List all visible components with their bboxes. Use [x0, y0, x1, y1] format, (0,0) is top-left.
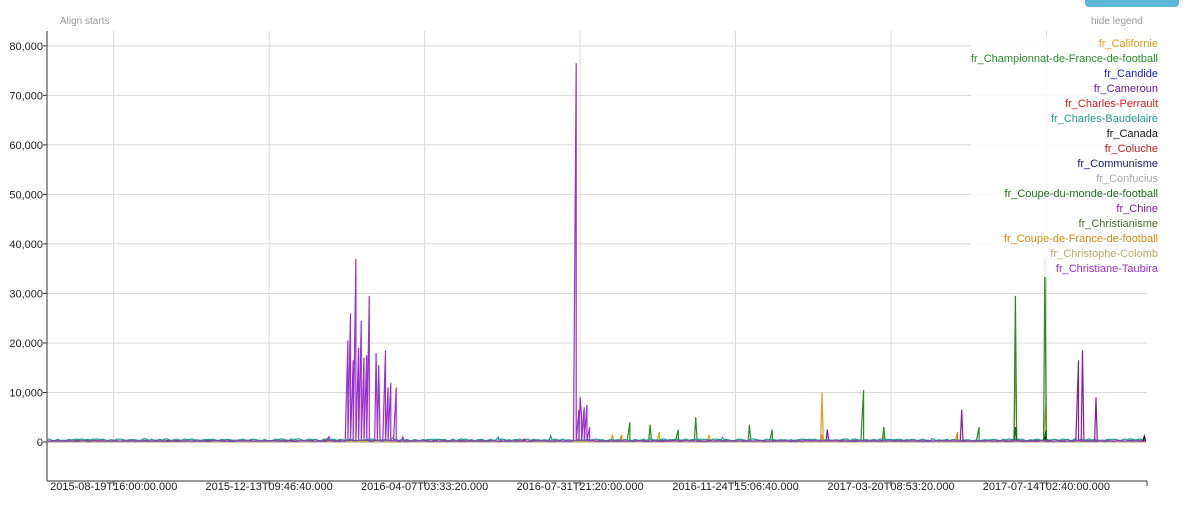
- x-tick-label: 2015-12-13T09:46:40.000: [206, 481, 333, 493]
- legend-item[interactable]: fr_Coluche: [1104, 143, 1158, 155]
- legend-item[interactable]: fr_Christophe-Colomb: [1050, 248, 1158, 260]
- axes: 0 10,000 20,000 30,000 40,000 50,000 60,000 70,…: [9, 31, 1148, 493]
- x-tick-label: 2017-07-14T02:40:00.000: [983, 481, 1110, 493]
- x-tick-label: 2016-07-31T21:20:00.000: [516, 481, 643, 493]
- y-tick-label: 10,000: [9, 387, 43, 399]
- hide-legend-button[interactable]: hide legend: [1091, 16, 1143, 27]
- legend-item[interactable]: fr_Charles-Perrault: [1065, 98, 1158, 110]
- x-tick-label: 2016-04-07T03:33:20.000: [361, 481, 488, 493]
- legend-item[interactable]: fr_Christianisme: [1078, 218, 1158, 230]
- series-line-championnat-de-france-de-football: [47, 258, 1146, 443]
- x-tick-label: 2017-03-20T08:53:20.000: [827, 481, 954, 493]
- legend-item[interactable]: fr_Championnat-de-France-de-football: [970, 53, 1158, 65]
- top-toggle-button[interactable]: [1085, 0, 1179, 7]
- legend-item[interactable]: fr_Confucius: [1096, 173, 1158, 185]
- y-tick-label: 20,000: [9, 338, 43, 350]
- legend-item[interactable]: fr_Coupe-du-monde-de-football: [1004, 188, 1158, 200]
- y-tick-label: 60,000: [9, 140, 43, 152]
- series-line-chine: [46, 350, 1146, 443]
- y-tick-label: 80,000: [9, 41, 43, 53]
- legend-item[interactable]: fr_Canada: [1106, 128, 1158, 140]
- legend-item[interactable]: fr_Candide: [1104, 68, 1158, 80]
- legend-item[interactable]: fr_Cameroun: [1093, 83, 1158, 95]
- series-line-californie: [46, 357, 1146, 443]
- series-line-christiane-taubira: [46, 63, 1146, 443]
- legend-item[interactable]: fr_Communisme: [1077, 158, 1158, 170]
- y-tick-label: 30,000: [9, 288, 43, 300]
- y-tick-label: 70,000: [9, 90, 43, 102]
- legend-item[interactable]: fr_Californie: [1098, 38, 1158, 50]
- series-lines: [46, 63, 1147, 443]
- x-tick-label: 2016-11-24T15:06:40.000: [672, 481, 798, 493]
- x-tick-label: 2015-08-19T16:00:00.000: [50, 481, 177, 493]
- series-line-charles-baudelaire: [46, 433, 1146, 442]
- grid: [47, 31, 1147, 443]
- align-starts-button[interactable]: Align starts: [60, 16, 110, 27]
- legend: fr_Californie fr_Championnat-de-France-de…: [970, 37, 1158, 277]
- y-tick-label: 40,000: [9, 239, 43, 251]
- legend-item[interactable]: fr_Chine: [1116, 203, 1158, 215]
- y-tick-label: 0: [37, 437, 43, 449]
- y-tick-label: 50,000: [9, 189, 43, 201]
- legend-item[interactable]: fr_Christiane-Taubira: [1055, 263, 1158, 275]
- legend-item[interactable]: fr_Coupe-de-France-de-football: [1003, 233, 1158, 245]
- legend-item[interactable]: fr_Charles-Baudelaire: [1051, 113, 1158, 125]
